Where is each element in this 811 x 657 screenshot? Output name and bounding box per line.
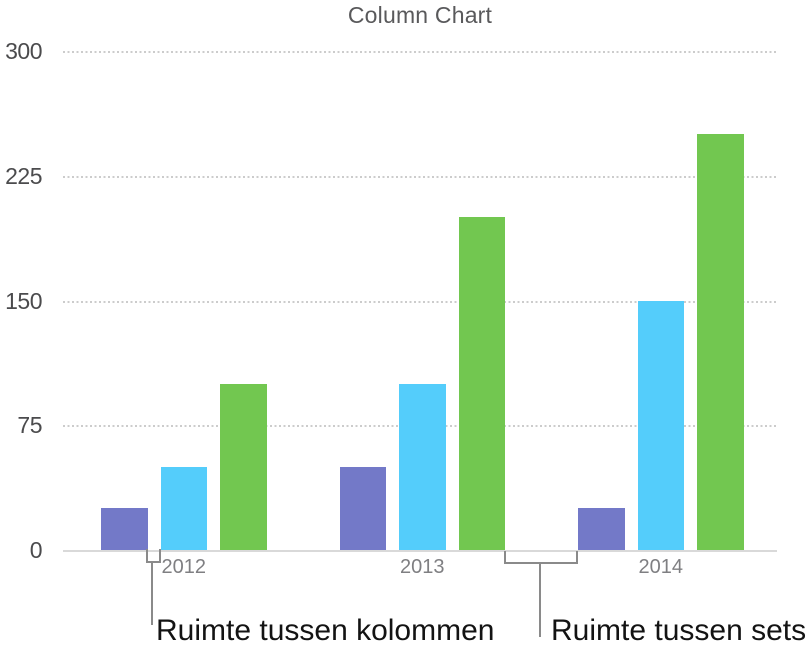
column-gap-pointer-line: [151, 561, 153, 625]
annotation-set-gap: Ruimte tussen sets: [551, 614, 807, 647]
chart-title: Column Chart: [347, 2, 493, 28]
y-tick-label-0: 0: [29, 537, 43, 563]
bar-2013-series-green: [458, 217, 505, 550]
x-tick-label-2014: 2014: [638, 556, 684, 578]
annotation-column-gap: Ruimte tussen kolommen: [156, 614, 495, 647]
gridline-300: [63, 51, 777, 53]
gridline-150: [63, 300, 777, 303]
gridline-225: [63, 175, 777, 178]
bar-2014-series-green: [697, 134, 744, 550]
set-gap-bracket: [504, 551, 578, 564]
bar-2014-series-purple: [578, 508, 625, 550]
plot-area: [63, 51, 777, 552]
bar-2013-series-purple: [339, 466, 386, 550]
y-tick-label-75: 75: [17, 412, 42, 439]
bar-2012-series-blue: [160, 466, 207, 550]
x-tick-label-2013: 2013: [400, 556, 445, 578]
y-tick-label-225: 225: [5, 162, 42, 189]
bar-2014-series-blue: [637, 300, 684, 550]
bar-2012-series-green: [220, 383, 267, 550]
y-tick-label-300: 300: [5, 38, 42, 64]
bar-2013-series-blue: [399, 383, 446, 550]
bar-2012-series-purple: [101, 508, 148, 550]
y-tick-label-150: 150: [5, 287, 42, 314]
x-tick-label-2012: 2012: [161, 556, 207, 578]
column-gap-bracket: [146, 549, 161, 563]
set-gap-pointer-line: [539, 562, 541, 637]
